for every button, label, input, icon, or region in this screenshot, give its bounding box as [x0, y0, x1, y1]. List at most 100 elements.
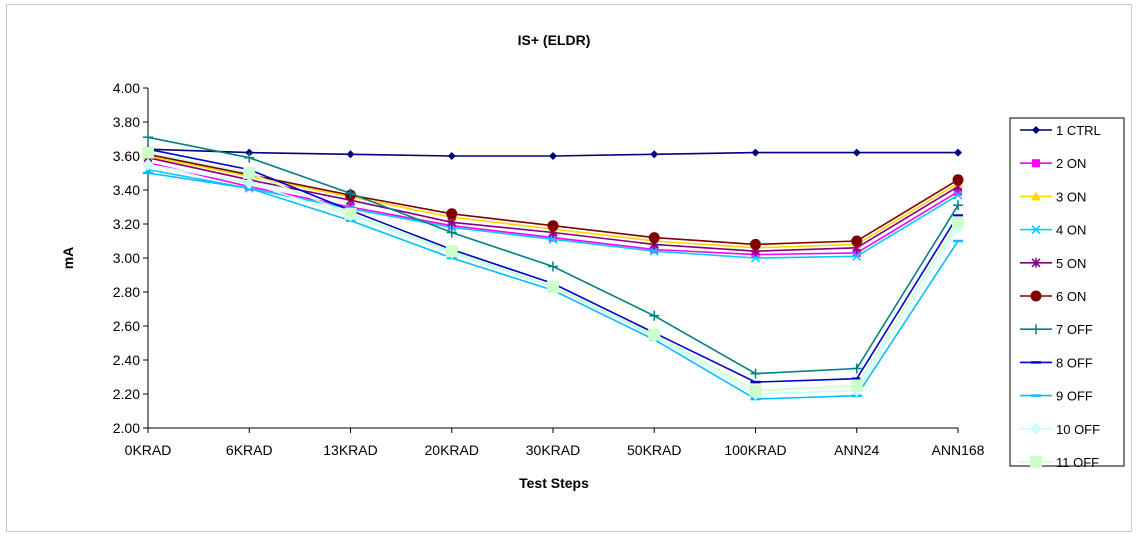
data-point	[751, 148, 760, 157]
data-point	[954, 148, 962, 157]
x-axis-label: Test Steps	[519, 475, 589, 491]
y-tick-label: 2.00	[113, 420, 140, 436]
series-line	[147, 136, 959, 375]
legend-entry: 8 OFF	[1020, 355, 1093, 370]
legend-entry: 6 ON	[1020, 289, 1086, 304]
legend-entry: 3 ON	[1020, 189, 1086, 204]
legend-swatch-marker	[1031, 225, 1041, 235]
series-line	[147, 163, 959, 395]
data-point	[346, 150, 355, 159]
plot-series	[142, 132, 964, 401]
legend-swatch-marker	[1031, 324, 1041, 335]
x-tick-label: 13KRAD	[323, 442, 377, 458]
legend-label: 8 OFF	[1056, 355, 1093, 370]
data-point	[142, 158, 154, 171]
legend-entry: 11 OFF	[1020, 455, 1099, 470]
data-point	[245, 148, 254, 157]
data-point	[750, 238, 761, 250]
x-tick-label: 20KRAD	[425, 442, 479, 458]
data-point	[344, 207, 357, 220]
legend-entry: 5 ON	[1020, 256, 1086, 271]
legend-box	[1009, 117, 1125, 467]
y-tick-label: 3.00	[113, 250, 140, 266]
y-tick-label: 2.20	[113, 386, 140, 402]
legend-entry: 10 OFF	[1020, 422, 1100, 437]
legend-swatch-marker	[1030, 456, 1042, 468]
legend-label: 4 ON	[1056, 223, 1086, 238]
data-point	[852, 251, 862, 261]
data-point	[447, 152, 456, 160]
data-point	[445, 245, 458, 258]
data-point	[649, 310, 660, 321]
legend-label: 1 CTRL	[1056, 123, 1101, 138]
chart-title: IS+ (ELDR)	[518, 32, 591, 48]
data-point	[649, 246, 659, 256]
data-point	[345, 188, 356, 199]
legend-label: 7 OFF	[1056, 322, 1093, 337]
series-10-off	[142, 158, 964, 400]
chart-frame	[6, 4, 1132, 532]
x-tick-label: 6KRAD	[226, 442, 273, 458]
legend-label: 10 OFF	[1056, 422, 1100, 437]
data-point	[549, 233, 557, 242]
data-point	[142, 146, 154, 159]
series-7-off	[143, 132, 963, 379]
data-point	[446, 227, 457, 238]
data-point	[952, 174, 964, 186]
legend-label: 3 ON	[1056, 189, 1086, 204]
legend-entry: 1 CTRL	[1020, 123, 1101, 138]
legend-swatch-marker	[1031, 191, 1041, 201]
data-point	[650, 150, 659, 159]
y-tick-label: 3.40	[113, 182, 140, 198]
data-point	[851, 363, 862, 374]
data-point	[243, 177, 256, 190]
data-point	[648, 328, 661, 341]
data-point	[446, 208, 458, 220]
data-point	[953, 200, 963, 211]
data-point	[549, 152, 557, 160]
y-axis-label: mA	[60, 247, 76, 270]
legend-swatch-marker	[1032, 126, 1040, 134]
data-point	[750, 368, 761, 379]
y-tick-label: 2.80	[113, 284, 140, 300]
legend-swatch-marker	[1032, 159, 1040, 168]
data-point	[548, 234, 558, 244]
data-point	[852, 148, 861, 157]
y-tick-label: 3.20	[113, 216, 140, 232]
data-point	[749, 384, 762, 397]
data-point	[954, 187, 962, 196]
x-tick-label: ANN168	[932, 442, 985, 458]
data-point	[750, 253, 761, 263]
data-point	[547, 280, 559, 293]
legend-entry: 7 OFF	[1020, 322, 1093, 337]
legend-entry: 2 ON	[1020, 156, 1086, 171]
x-tick-label: 0KRAD	[125, 442, 172, 458]
data-point	[143, 132, 153, 143]
legend-swatch-marker	[1030, 422, 1042, 435]
legend-swatch-marker	[1031, 257, 1041, 268]
legend: 1 CTRL 2 ON 3 ON 4 ON 5 ON 6 ON 7 OFF 8 OFF 9 OF…	[1020, 123, 1101, 470]
series-2-on	[144, 158, 962, 259]
data-point	[650, 245, 659, 254]
legend-swatch-marker	[1030, 290, 1042, 302]
y-tick-label: 2.60	[113, 318, 140, 334]
y-tick-label: 4.00	[113, 80, 140, 96]
data-point	[952, 216, 964, 229]
legend-label: 9 OFF	[1056, 389, 1093, 404]
legend-label: 2 ON	[1056, 156, 1086, 171]
legend-label: 5 ON	[1056, 256, 1086, 271]
x-tick-label: 30KRAD	[526, 442, 580, 458]
data-point	[346, 203, 355, 211]
data-point	[850, 379, 863, 392]
x-tick-label: 50KRAD	[627, 442, 681, 458]
data-point	[548, 261, 558, 272]
legend-entry: 9 OFF	[1020, 389, 1093, 404]
y-tick-label: 2.40	[113, 352, 140, 368]
plot-axes: 2.00 2.20 2.40 2.60 2.80 3.00 3.20 3.40 3.60 3.80…	[113, 80, 985, 458]
data-point	[243, 167, 256, 179]
data-point	[547, 220, 559, 232]
y-tick-label: 3.80	[113, 114, 140, 130]
data-point	[953, 190, 963, 200]
x-tick-label: ANN24	[834, 442, 879, 458]
